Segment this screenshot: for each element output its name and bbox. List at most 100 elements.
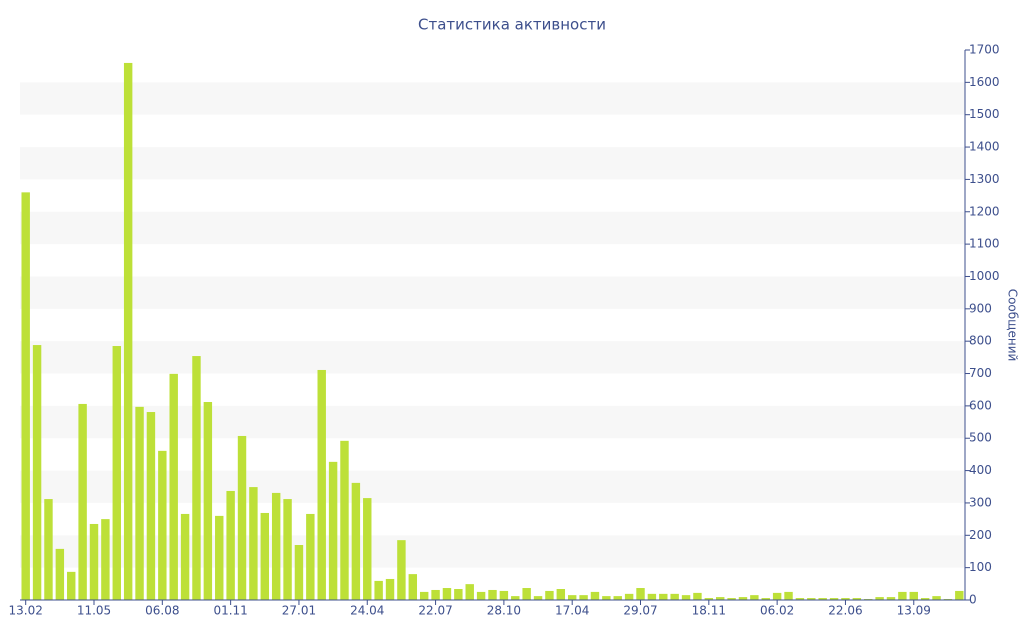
y-tick-label: 600 (969, 398, 992, 412)
bar (636, 588, 645, 600)
bar (55, 548, 65, 600)
bar (898, 591, 907, 600)
bar (761, 598, 770, 600)
bar (727, 598, 736, 600)
x-tick-label: 27.01 (282, 604, 316, 618)
bar (841, 598, 850, 600)
bar (203, 402, 213, 600)
bar (567, 595, 577, 600)
bar (442, 588, 452, 600)
y-tick-label: 1500 (969, 107, 1000, 121)
bar (158, 450, 167, 600)
bar (522, 588, 531, 600)
bar (738, 597, 748, 600)
x-tick-label: 18.11 (692, 604, 726, 618)
bar (44, 499, 53, 600)
bar (215, 515, 224, 600)
x-tick-label: 17.04 (555, 604, 589, 618)
y-tick-label: 500 (969, 431, 992, 445)
bar (112, 346, 121, 600)
bar (260, 512, 270, 600)
chart-title: Статистика активности (418, 16, 606, 34)
bar (852, 598, 862, 600)
bar (67, 571, 76, 600)
bar (169, 373, 178, 600)
bar (237, 435, 247, 600)
x-tick-label: 13.09 (897, 604, 931, 618)
bar (385, 578, 395, 600)
x-tick-label: 06.08 (145, 604, 179, 618)
bar (613, 596, 622, 600)
bar (920, 598, 930, 600)
bar (283, 499, 292, 600)
bar (556, 589, 566, 600)
bar (829, 598, 839, 600)
bar (818, 598, 827, 600)
bar (659, 593, 668, 600)
bar (772, 592, 782, 600)
y-tick-label: 1700 (969, 43, 1000, 57)
x-tick-label: 06.02 (760, 604, 794, 618)
x-tick-label: 28.10 (487, 604, 521, 618)
y-tick-label: 0 (969, 593, 977, 607)
bar (681, 595, 691, 600)
bar (875, 597, 884, 600)
y-tick-label: 300 (969, 495, 992, 509)
bar (340, 440, 349, 600)
bar (249, 487, 258, 600)
y-tick-label: 1100 (969, 237, 1000, 251)
x-tick-label: 22.07 (418, 604, 452, 618)
bar (363, 498, 372, 600)
grid-band (20, 82, 965, 115)
y-tick-label: 1600 (969, 75, 1000, 89)
y-tick-label: 800 (969, 334, 992, 348)
bar (271, 492, 281, 600)
bar (795, 598, 805, 600)
bar (511, 596, 520, 600)
x-tick-label: 24.04 (350, 604, 384, 618)
bar (750, 595, 759, 600)
bar (624, 593, 634, 600)
y-tick-label: 1400 (969, 140, 1000, 154)
bar (180, 513, 190, 600)
bar (590, 591, 600, 600)
bar (784, 591, 793, 600)
bar (602, 596, 611, 600)
x-tick-label: 29.07 (623, 604, 657, 618)
y-tick-label: 900 (969, 301, 992, 315)
bar (78, 403, 87, 600)
bar (192, 356, 201, 600)
grid-band (20, 211, 965, 245)
bar (454, 589, 463, 600)
bar (226, 490, 235, 600)
bar (932, 596, 941, 600)
bar (306, 513, 315, 600)
bar (146, 412, 156, 600)
bar (32, 345, 42, 600)
bar (704, 598, 714, 600)
y-axis-label: Сообщений (1006, 289, 1020, 362)
bar (886, 597, 896, 600)
bar (579, 595, 588, 600)
bar (476, 591, 486, 600)
grid-band (20, 405, 965, 439)
bar (647, 593, 657, 600)
bar (135, 406, 144, 600)
bar (955, 590, 964, 600)
y-tick-label: 1200 (969, 204, 1000, 218)
bar (408, 574, 418, 600)
bar (294, 545, 304, 600)
bar (488, 589, 497, 600)
bar (465, 584, 474, 600)
bar (715, 597, 725, 600)
bar (101, 519, 110, 600)
x-tick-label: 01.11 (213, 604, 247, 618)
x-tick-label: 22.06 (828, 604, 862, 618)
bar (670, 593, 679, 600)
y-tick-label: 1300 (969, 172, 1000, 186)
bar (317, 369, 326, 600)
bar (693, 592, 702, 600)
bar (328, 461, 338, 600)
x-tick-label: 13.02 (9, 604, 43, 618)
